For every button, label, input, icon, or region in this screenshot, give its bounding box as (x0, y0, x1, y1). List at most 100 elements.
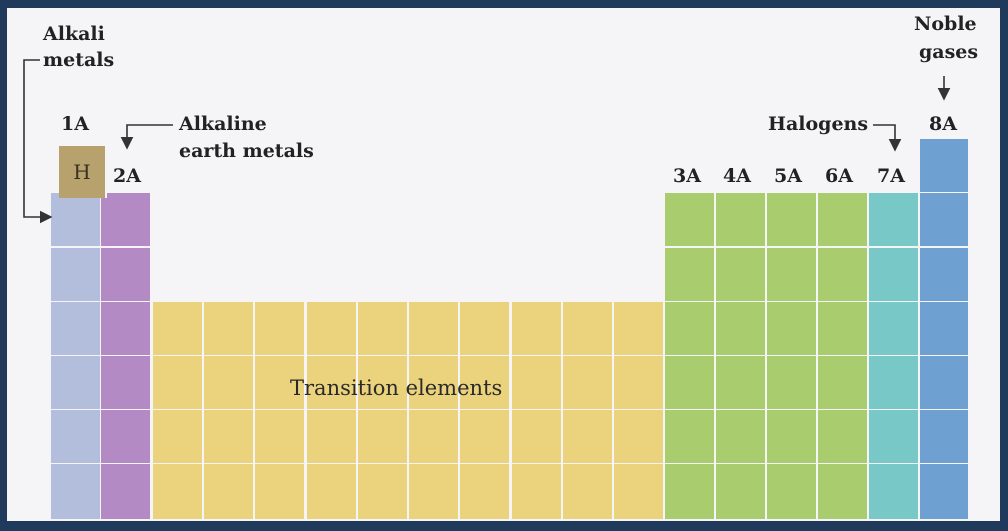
noble-gas-cell (920, 356, 970, 411)
alkali-metals-arrow (23, 59, 53, 224)
main-group-cell (716, 356, 767, 411)
transition-cell (255, 356, 306, 411)
transition-cell (563, 302, 614, 357)
transition-cell (563, 410, 614, 465)
halogen-cell (869, 356, 920, 411)
transition-cell (409, 302, 460, 357)
noble-gas-cell (920, 410, 970, 465)
transition-cell (307, 464, 358, 521)
main-group-cell (767, 410, 818, 465)
transition-cell (255, 302, 306, 357)
main-group-cell (665, 248, 716, 303)
alkali-cell (51, 248, 102, 303)
group-8a-label: 8A (929, 113, 957, 135)
hydrogen-cell: H (59, 146, 107, 198)
group-7a-label: 7A (877, 165, 905, 187)
transition-cell (153, 356, 204, 411)
alkaline-earth-cell (101, 248, 152, 303)
transition-cell (358, 464, 409, 521)
transition-cell (563, 356, 614, 411)
main-group-cell (665, 464, 716, 521)
main-group-cell (818, 464, 869, 521)
group-5a-label: 5A (774, 165, 802, 187)
transition-cell (358, 410, 409, 465)
transition-cell (307, 410, 358, 465)
noble-gas-cell (920, 139, 970, 194)
main-group-cell (716, 193, 767, 248)
halogens-arrow (873, 124, 902, 152)
group-3a-label: 3A (673, 165, 701, 187)
alkali-cell (51, 193, 102, 248)
transition-cell (409, 356, 460, 411)
group-6a-label: 6A (825, 165, 853, 187)
halogen-cell (869, 410, 920, 465)
halogen-cell (869, 193, 920, 248)
alkali-cell (51, 464, 102, 521)
main-group-cell (716, 410, 767, 465)
noble-gases-label-line2: gases (919, 41, 979, 63)
transition-cell (255, 464, 306, 521)
alkaline-earth-label-line1: Alkaline (179, 113, 267, 135)
hydrogen-symbol: H (73, 160, 91, 184)
transition-cell (512, 302, 563, 357)
alkaline-earth-cell (101, 356, 152, 411)
halogen-cell (869, 464, 920, 521)
noble-gas-cell (920, 193, 970, 248)
transition-cell (153, 302, 204, 357)
transition-cell (204, 302, 255, 357)
alkaline-earth-cell (101, 464, 152, 521)
noble-gas-cell (920, 302, 970, 357)
transition-cell (460, 410, 511, 465)
transition-cell (614, 410, 665, 465)
transition-cell (255, 410, 306, 465)
noble-gas-cell (920, 464, 970, 521)
main-group-cell (716, 464, 767, 521)
alkaline-earth-cell (101, 302, 152, 357)
main-group-cell (716, 302, 767, 357)
alkali-metals-label-line2: metals (43, 49, 115, 71)
halogen-cell (869, 302, 920, 357)
main-group-cell (818, 248, 869, 303)
main-group-cell (767, 302, 818, 357)
annotation-arrows (23, 59, 951, 224)
transition-cell (307, 302, 358, 357)
transition-cell (563, 464, 614, 521)
main-group-cell (818, 193, 869, 248)
group-4a-label: 4A (723, 165, 751, 187)
noble-gases-label-line1: Noble (914, 13, 977, 35)
transition-cell (512, 356, 563, 411)
transition-cell (307, 356, 358, 411)
transition-cell (460, 464, 511, 521)
transition-cell (204, 356, 255, 411)
transition-cell (460, 356, 511, 411)
main-group-cell (818, 356, 869, 411)
alkaline-earth-arrow (120, 124, 173, 150)
transition-cell (204, 464, 255, 521)
main-group-cell (767, 464, 818, 521)
main-group-cell (665, 302, 716, 357)
transition-cell (409, 410, 460, 465)
transition-cell (512, 410, 563, 465)
main-group-cell (818, 302, 869, 357)
alkaline-earth-cell (101, 410, 152, 465)
alkaline-earth-cell (101, 193, 152, 248)
main-group-cell (665, 193, 716, 248)
transition-cell (358, 302, 409, 357)
transition-cell (460, 302, 511, 357)
transition-cell (614, 356, 665, 411)
transition-cell (358, 356, 409, 411)
periodic-table-diagram: H Alkali metals 1A 2A Alkaline earth met… (7, 8, 1000, 521)
transition-elements-label: Transition elements (290, 376, 503, 400)
main-group-cell (767, 193, 818, 248)
group-1a-label: 1A (61, 113, 89, 135)
halogen-cell (869, 248, 920, 303)
transition-cell (512, 464, 563, 521)
alkali-metals-label-line1: Alkali (43, 23, 105, 45)
main-group-cell (665, 356, 716, 411)
main-group-cell (665, 410, 716, 465)
main-group-cell (716, 248, 767, 303)
transition-cell (204, 410, 255, 465)
main-group-cell (767, 356, 818, 411)
main-group-cell (818, 410, 869, 465)
